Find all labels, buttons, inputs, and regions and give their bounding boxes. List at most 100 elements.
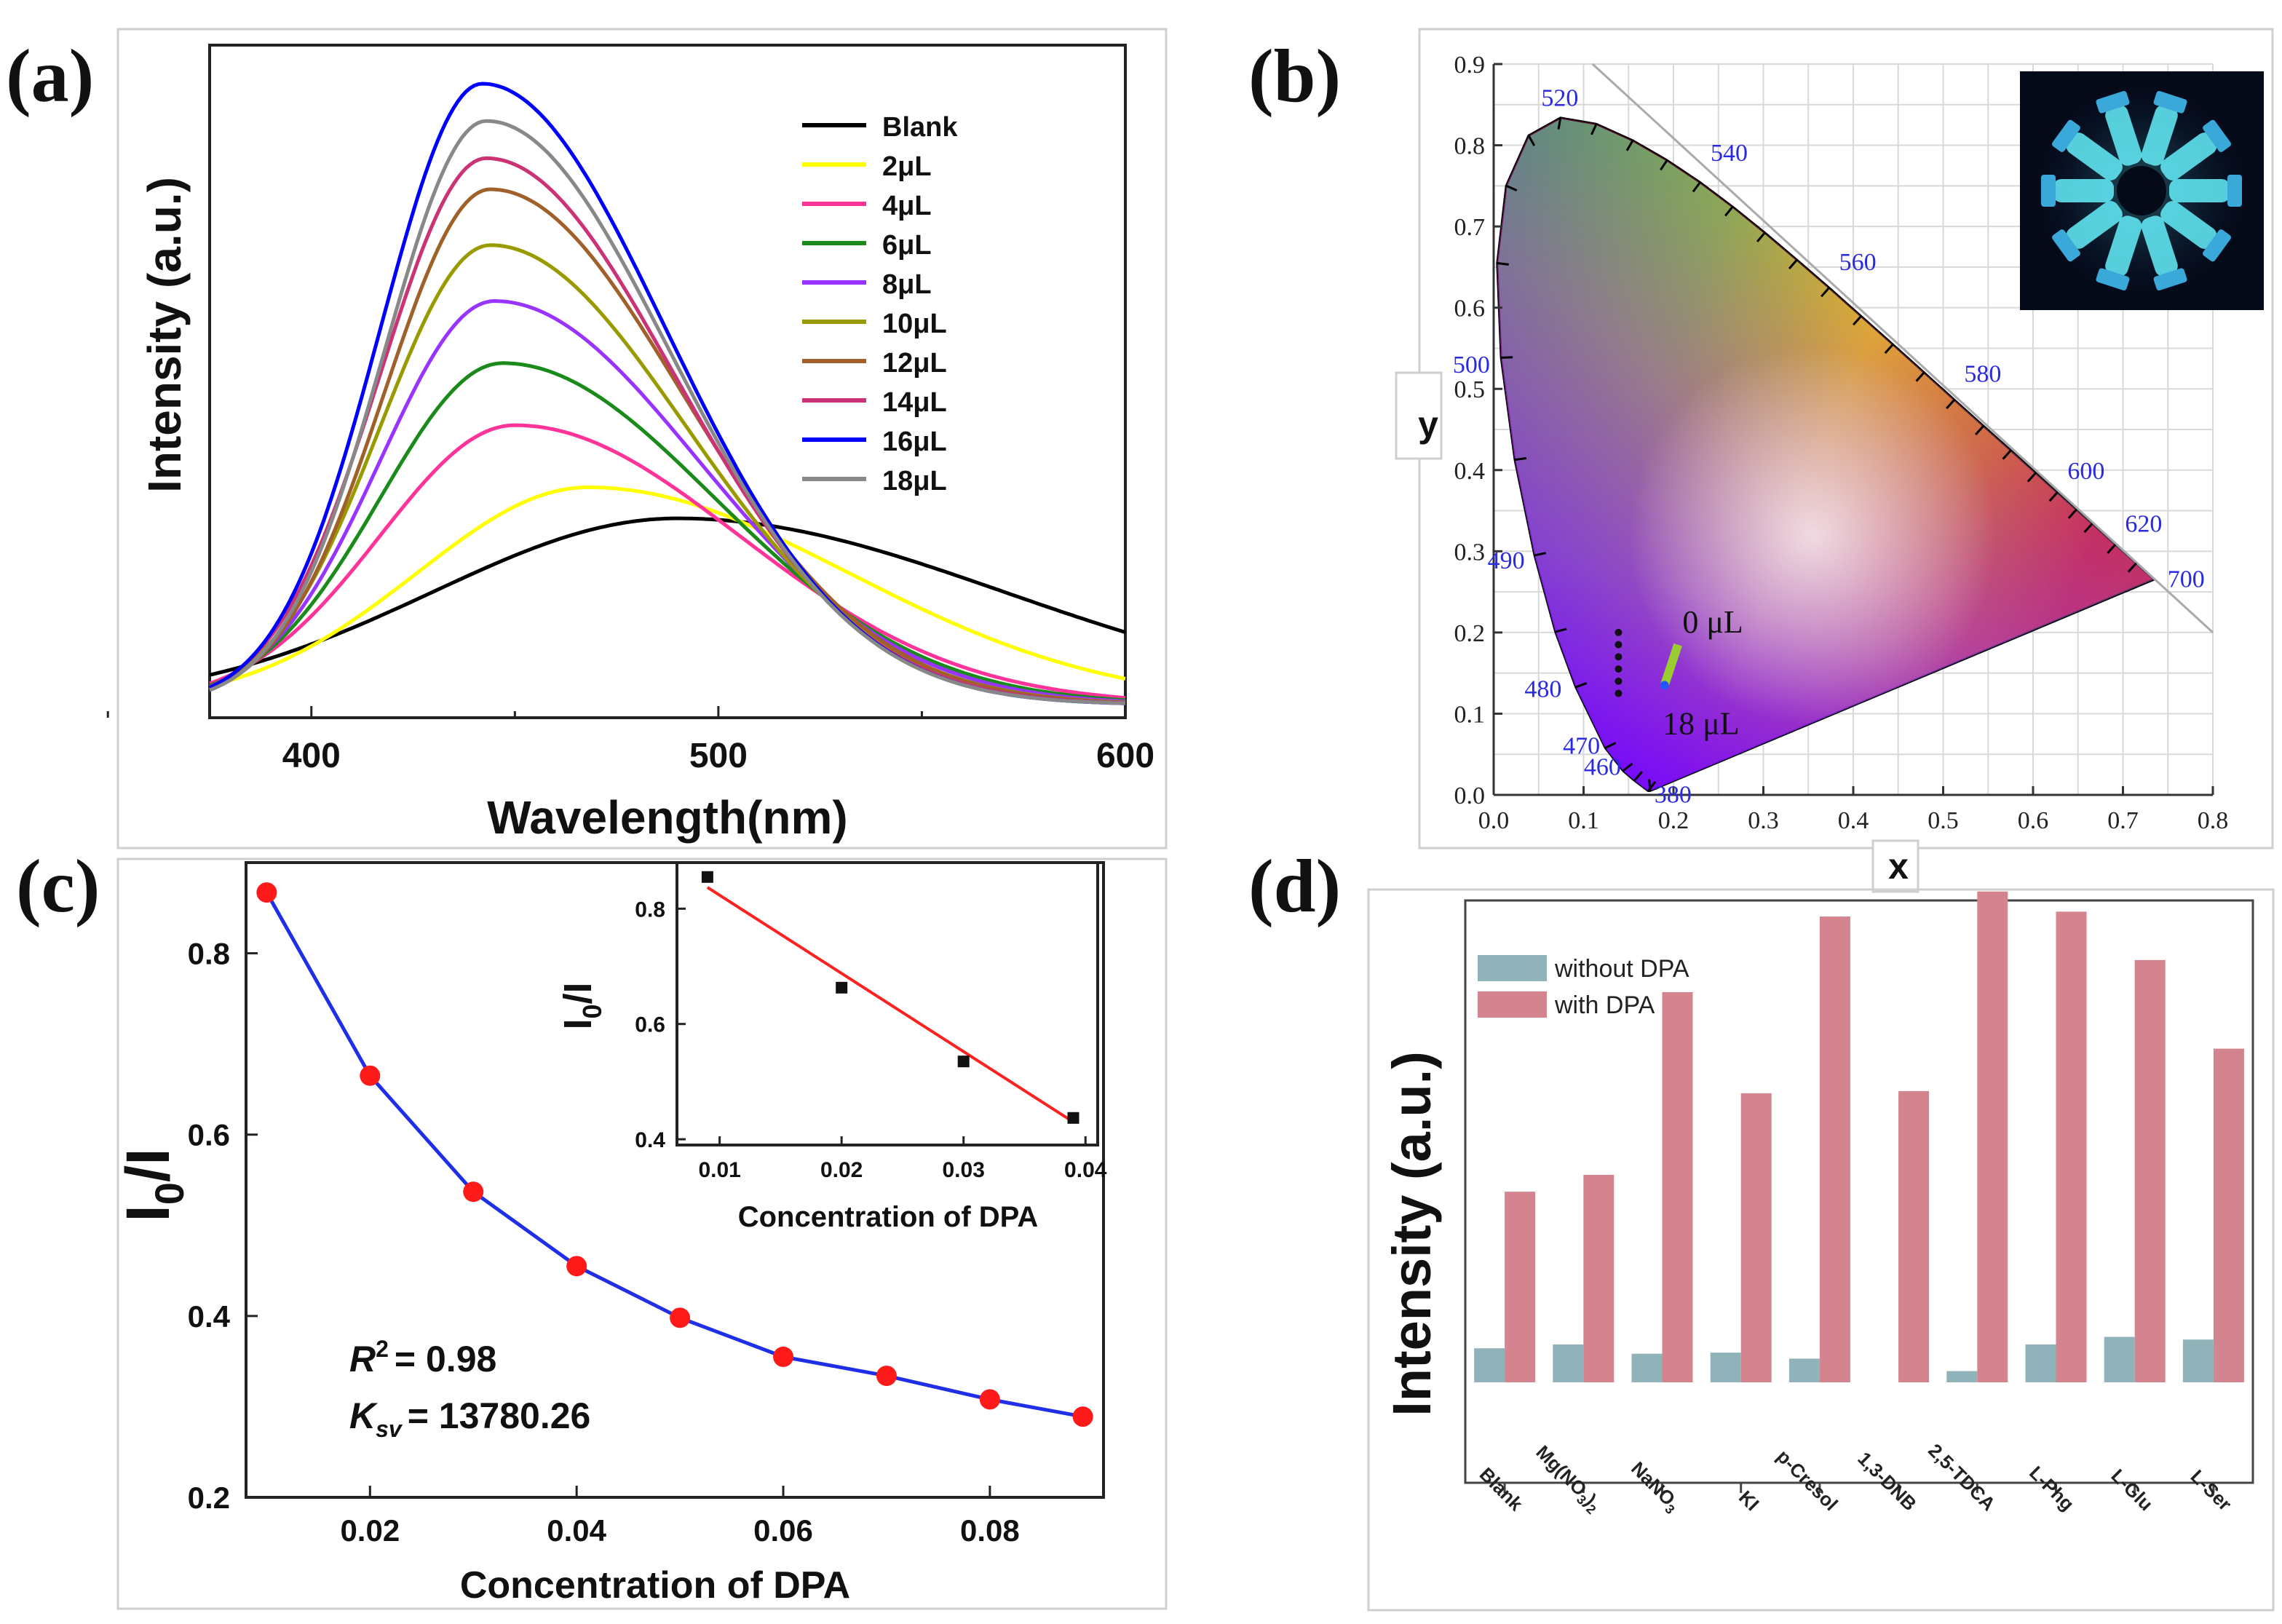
panel-c-y-tick-label: 0.4	[188, 1299, 231, 1334]
vial	[2066, 132, 2123, 181]
cie-x-tick-label: 0.3	[1748, 807, 1779, 834]
category-label: L-Glu	[2107, 1465, 2157, 1515]
r-squared-value: = 0.98	[395, 1339, 496, 1379]
category-label: L-Ser	[2187, 1465, 2236, 1515]
legend-label-2: 2μL	[882, 151, 932, 182]
ksv-value: = 13780.26	[408, 1395, 591, 1436]
cie-locus-tick	[1884, 344, 1894, 354]
bar-without-dpa	[1474, 1348, 1505, 1382]
legend-label-12: 12μL	[882, 348, 947, 379]
cie-locus-tick	[2067, 508, 2077, 519]
panel-c-y-axis-label: I0/I	[114, 1148, 192, 1221]
bar-with-dpa	[1977, 891, 2008, 1382]
category-label: 2,5-TDCA	[1924, 1439, 2000, 1515]
cie-x-tick-label: 0.5	[1928, 807, 1959, 834]
inset-x-tick-label: 0.04	[1064, 1158, 1107, 1182]
spectrum-blank	[209, 516, 1126, 677]
panel-c-x-tick-label: 0.06	[753, 1513, 813, 1548]
cie-locus-tick	[1852, 315, 1862, 326]
panel-b-y-axis-label: y	[1418, 404, 1438, 445]
panel-c-x-tick-label: 0.08	[960, 1513, 1020, 1548]
cie-y-tick-label: 0.1	[1454, 701, 1486, 728]
vial-cap	[2203, 119, 2231, 152]
annotation-18ul: 18 μL	[1663, 705, 1739, 741]
panel-a-x-tick-label: 600	[1096, 737, 1154, 775]
panel-label-b: (b)	[1248, 34, 1342, 118]
vial-cap	[2153, 268, 2187, 291]
category-label: KI	[1735, 1486, 1764, 1516]
panel-b-x-axis-label: x	[1888, 846, 1909, 887]
vial-cap	[2052, 229, 2080, 262]
panel-label-a: (a)	[6, 34, 95, 118]
spectrum-16	[208, 82, 1126, 705]
wavelength-label-490: 490	[1488, 547, 1525, 574]
bar-with-dpa	[2134, 959, 2166, 1382]
category-label: p-Cresol	[1772, 1445, 1842, 1515]
wavelength-label-480: 480	[1524, 676, 1561, 703]
bar-with-dpa	[1898, 1090, 1930, 1382]
cie-locus-tick	[1692, 181, 1701, 193]
panel-c-x-axis-label: Concentration of DPA	[460, 1564, 850, 1607]
inset-y-tick-label: 0.6	[635, 1013, 665, 1037]
spectrum-8	[209, 298, 1126, 703]
vial-cap	[2227, 175, 2242, 207]
cie-locus-tick	[1534, 552, 1547, 557]
legend-label-4: 4μL	[882, 191, 932, 221]
bar-with-dpa	[2056, 911, 2087, 1382]
vial	[2066, 201, 2123, 249]
spectrum-2	[209, 486, 1126, 688]
cie-shift-end	[1660, 681, 1669, 690]
wavelength-label-460: 460	[1584, 754, 1621, 781]
cie-point	[1615, 689, 1623, 697]
vial-cap	[2153, 90, 2187, 114]
inset-point	[836, 981, 848, 994]
legend-label-0: without DPA	[1554, 955, 1689, 983]
wavelength-label-700: 700	[2168, 566, 2205, 593]
cie-y-tick-label: 0.9	[1454, 52, 1486, 79]
cie-locus-tick	[1756, 231, 1766, 242]
cie-y-tick-label: 0.8	[1454, 133, 1486, 160]
wavelength-label-520: 520	[1541, 85, 1578, 112]
inset-y-axis-label: I0/I	[556, 982, 607, 1029]
bar-with-dpa	[1505, 1192, 1536, 1382]
vial-cap	[2203, 229, 2231, 262]
cie-point	[1615, 665, 1623, 673]
inset-x-tick-label: 0.02	[820, 1158, 863, 1182]
r-squared-annotation: R2 = 0.98	[349, 1336, 496, 1379]
cie-locus-tick	[1622, 762, 1633, 772]
cie-locus-tick	[1557, 117, 1562, 130]
cie-gamut-white-overlay	[1497, 117, 2155, 791]
cie-locus-tick	[1633, 771, 1643, 782]
vial	[2105, 215, 2142, 277]
cie-locus-tick	[1555, 627, 1567, 633]
panel-c-quenching: 0.02 0.04 0.06 0.08 0.2 0.4 0.6 0.8 R2 = 0.98 Ks…	[114, 857, 1168, 1610]
inset-x-tick-label: 0.01	[698, 1158, 740, 1182]
panel-d-y-axis-label: Intensity (a.u.)	[1382, 1051, 1442, 1417]
cie-point	[1615, 677, 1623, 685]
cie-y-tick-label: 0.2	[1454, 620, 1486, 647]
cie-locus-tick	[1625, 140, 1634, 151]
panel-c-point	[256, 882, 277, 903]
y-label-box	[1395, 371, 1443, 460]
cie-y-tick-label: 0.6	[1454, 296, 1486, 322]
legend-label-1: with DPA	[1554, 991, 1655, 1019]
cie-y-tick-label: 0.5	[1454, 376, 1486, 403]
cie-locus-tick	[1590, 123, 1598, 135]
panel-d-frame	[1367, 888, 2275, 1612]
bar-without-dpa	[1631, 1353, 1663, 1382]
cie-y-tick-label: 0.0	[1454, 783, 1486, 809]
wavelength-label-380: 380	[1655, 781, 1692, 808]
inset-fit-line	[706, 886, 1074, 1124]
inset-y-tick-label: 0.4	[635, 1128, 665, 1152]
spectrum-12	[209, 187, 1126, 705]
vial	[2053, 179, 2114, 202]
bar-with-dpa	[1662, 991, 1693, 1382]
inset-x-tick-label: 0.03	[943, 1158, 985, 1182]
cie-locus-tick	[1501, 356, 1513, 359]
inset-x-axis-label: Concentration of DPA	[738, 1201, 1039, 1233]
cie-locus-tick	[1647, 780, 1657, 792]
ksv-annotation: Ksv = 13780.26	[349, 1395, 590, 1442]
panel-c-x-tick-label: 0.04	[547, 1513, 606, 1548]
cie-locus-tick	[1946, 399, 1956, 410]
cie-locus-tick	[2107, 544, 2117, 554]
